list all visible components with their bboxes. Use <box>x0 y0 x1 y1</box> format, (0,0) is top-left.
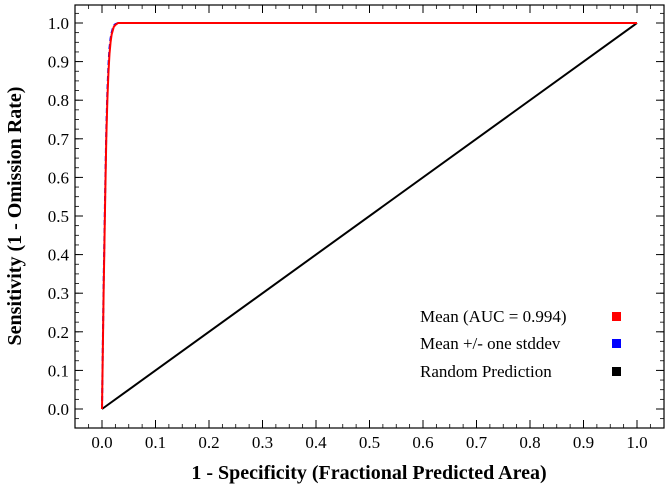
y-tick-label: 0.2 <box>48 323 69 342</box>
x-tick-label: 0.2 <box>198 433 219 452</box>
x-tick-label: 0.9 <box>573 433 594 452</box>
series-layer <box>101 22 638 410</box>
y-tick-label: 0.9 <box>48 53 69 72</box>
y-tick-label: 1.0 <box>48 14 69 33</box>
x-tick-label: 0.6 <box>412 433 433 452</box>
legend-swatch <box>612 339 621 348</box>
y-tick-label: 0.5 <box>48 207 69 226</box>
y-axis-label: Sensitivity (1 - Omission Rate) <box>4 87 26 346</box>
x-tick-label: 0.5 <box>359 433 380 452</box>
x-tick-label: 0.7 <box>466 433 488 452</box>
series-line-0 <box>101 22 637 410</box>
legend-swatch <box>612 312 621 321</box>
y-tick-label: 0.6 <box>48 168 69 187</box>
y-tick-label: 0.3 <box>48 284 69 303</box>
x-axis-label: 1 - Specificity (Fractional Predicted Ar… <box>191 462 546 484</box>
legend-label: Mean +/- one stddev <box>420 334 561 353</box>
legend: Mean (AUC = 0.994) Mean +/- one stddev Ran… <box>420 307 621 381</box>
x-tick-label: 0.4 <box>305 433 327 452</box>
x-tick-label: 0.1 <box>145 433 166 452</box>
series-line-2 <box>101 22 638 410</box>
x-tick-label: 0.0 <box>91 433 112 452</box>
y-tick-label: 0.1 <box>48 361 69 380</box>
x-tick-label: 0.3 <box>252 433 273 452</box>
legend-swatch <box>612 367 621 376</box>
y-tick-label: 0.7 <box>48 130 70 149</box>
y-tick-label: 0.4 <box>48 246 70 265</box>
y-tick-label: 0.8 <box>48 91 69 110</box>
x-axis-ticks: 0.0 0.1 0.2 0.3 0.4 0.5 0.6 0.7 0.8 0.9 1.0 <box>88 5 651 452</box>
y-tick-label: 0.0 <box>48 400 69 419</box>
legend-label: Mean (AUC = 0.994) <box>420 307 567 326</box>
legend-label: Random Prediction <box>420 362 552 381</box>
y-axis-ticks: 0.0 0.1 0.2 0.3 0.4 0.5 0.6 0.7 0.8 0.9 1.0 <box>48 12 664 420</box>
x-tick-label: 0.8 <box>519 433 540 452</box>
x-tick-label: 1.0 <box>626 433 647 452</box>
